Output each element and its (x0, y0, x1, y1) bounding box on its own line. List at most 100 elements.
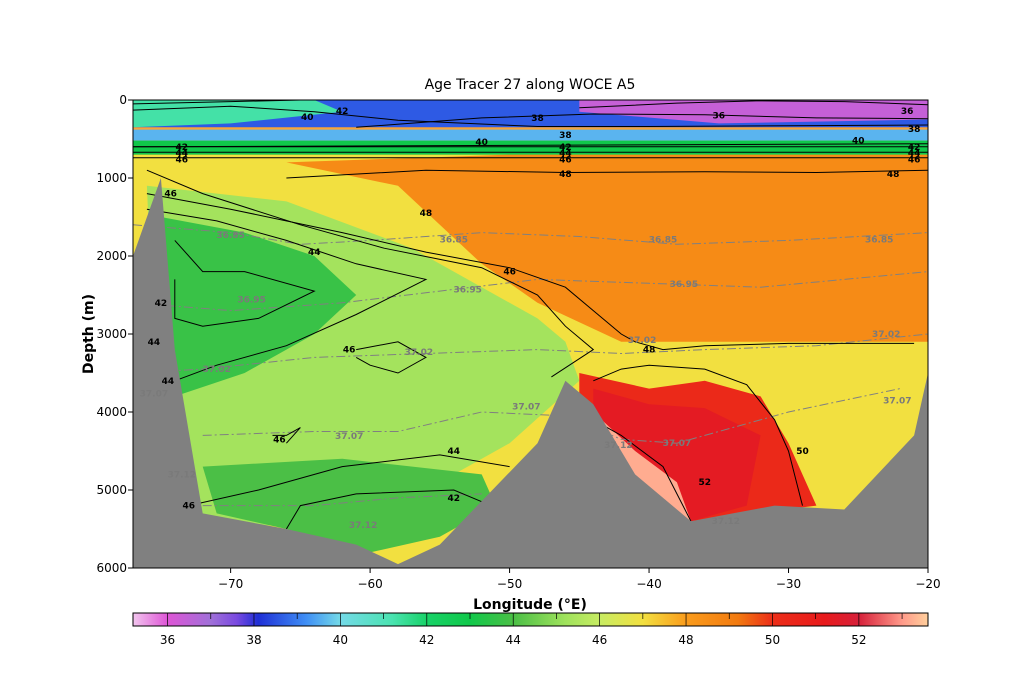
colorbar-tick-label: 38 (246, 633, 261, 647)
x-tick-label: −30 (776, 577, 801, 591)
contour-line (174, 240, 316, 327)
contour-label: 46 (183, 502, 196, 512)
contour-label: 52 (699, 478, 712, 488)
contour-label: 40 (475, 138, 488, 148)
density-label: 36.95 (453, 286, 481, 296)
density-label: 37.12 (604, 441, 632, 451)
density-labels: 36.85 36.85 36.85 36.85 36.95 36.95 36.95 37.02… (140, 231, 912, 531)
y-axis-label: Depth (m) (81, 294, 97, 374)
contour-line (593, 364, 803, 506)
contour-label: 44 (908, 149, 921, 159)
contour-label: 42 (908, 143, 921, 153)
density-label: 37.12 (712, 517, 740, 527)
colorbar: 36 38 40 42 44 46 48 50 52 (132, 612, 929, 647)
y-tick-label: 6000 (96, 561, 127, 575)
field-region (579, 100, 928, 124)
contour-label: 48 (559, 170, 572, 180)
density-label: 37.07 (663, 439, 691, 449)
contour-label: 36 (713, 112, 726, 122)
density-label: 37.02 (202, 365, 230, 375)
colorbar-tick-label: 50 (765, 633, 780, 647)
colorbar-tick-label: 40 (333, 633, 348, 647)
contour-line (286, 169, 928, 179)
contour-label: 40 (301, 113, 314, 123)
contour-label: 42 (559, 143, 572, 153)
field-region (593, 388, 761, 522)
density-label: 37.07 (335, 432, 363, 442)
x-tick-label: −20 (915, 577, 940, 591)
density-label: 37.07 (883, 396, 911, 406)
colorbar-tick-label: 46 (592, 633, 607, 647)
density-line (133, 333, 928, 374)
colorbar-bar (132, 612, 929, 627)
contour-label: 46 (559, 155, 572, 165)
contour-label: 42 (176, 143, 189, 153)
contour-label: 42 (448, 494, 461, 504)
density-label: 36.95 (670, 280, 698, 290)
contour-line (133, 143, 928, 148)
contour-line (285, 489, 482, 530)
contour-label: 48 (643, 346, 656, 356)
density-label: 37.07 (140, 389, 168, 399)
contour-label: 46 (343, 346, 356, 356)
density-line (133, 224, 928, 245)
contour-label: 44 (148, 338, 161, 348)
x-axis: −70 −60 −50 −40 −30 −20 (218, 568, 941, 591)
x-tick-label: −70 (218, 577, 243, 591)
contour-label: 40 (852, 137, 865, 147)
density-label: 37.12 (349, 521, 377, 531)
seafloor-topography (133, 178, 928, 568)
age-contours (133, 100, 928, 530)
contour-label: 44 (448, 447, 461, 457)
contour-line (133, 105, 928, 127)
y-tick-label: 0 (119, 93, 127, 107)
contour-label: 46 (273, 435, 286, 445)
colorbar-tick-label: 36 (160, 633, 175, 647)
contour-label: 48 (420, 209, 433, 219)
density-label: 37.02 (628, 336, 656, 346)
contour-label: 46 (908, 155, 921, 165)
contour-label: 42 (155, 299, 168, 309)
contour-line (356, 113, 928, 128)
contour-label: 36 (901, 107, 914, 117)
y-tick-label: 2000 (96, 249, 127, 263)
contour-label: 38 (531, 114, 544, 124)
contour-line (146, 169, 595, 378)
contour-label: 50 (796, 447, 809, 457)
density-label: 36.95 (237, 296, 265, 306)
x-axis-label: Longitude (°E) (473, 597, 587, 613)
colorbar-tick-label: 52 (851, 633, 866, 647)
x-tick-label: −40 (636, 577, 661, 591)
density-label: 37.07 (512, 403, 540, 413)
density-label: 37.02 (405, 348, 433, 358)
contour-label: 44 (176, 149, 189, 159)
contour-line (272, 427, 301, 444)
field-region (133, 100, 343, 128)
colorbar-ticks: 36 38 40 42 44 46 48 50 52 (160, 613, 903, 647)
colorbar-tick-label: 48 (678, 633, 693, 647)
contour-label: 38 (559, 131, 572, 141)
density-label: 36.85 (865, 236, 893, 246)
contour-line (579, 100, 928, 109)
contour-label: 44 (559, 149, 572, 159)
field-region (286, 154, 928, 342)
y-axis: 0 1000 2000 3000 4000 5000 6000 (96, 93, 133, 575)
density-label: 36.85 (440, 236, 468, 246)
contour-label: 48 (887, 170, 900, 180)
contour-line (188, 454, 510, 507)
density-line (133, 271, 928, 312)
y-tick-label: 3000 (96, 327, 127, 341)
contour-label: 46 (503, 268, 516, 278)
field-region (133, 129, 928, 141)
field-region (160, 217, 357, 397)
density-label: 36.85 (216, 231, 244, 241)
chart-title: Age Tracer 27 along WOCE A5 (425, 77, 636, 93)
contour-line (133, 100, 301, 105)
contour-label: 44 (308, 248, 321, 258)
contour-line (146, 208, 428, 382)
contour-label: 44 (162, 377, 175, 387)
colorbar-tick-label: 44 (506, 633, 521, 647)
contour-label: 42 (336, 107, 349, 117)
